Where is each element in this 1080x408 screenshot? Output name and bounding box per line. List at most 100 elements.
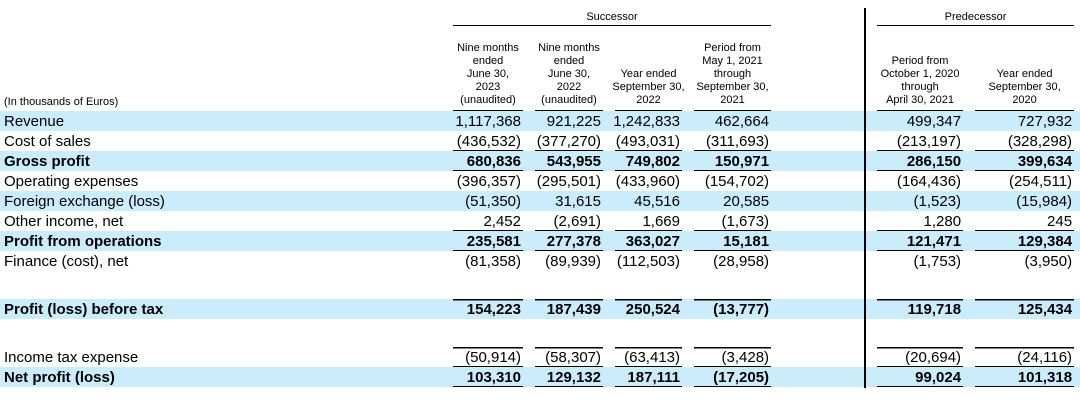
column-gap (777, 231, 872, 251)
cell-value: (493,031) (609, 131, 688, 151)
cell-value: 45,516 (609, 191, 688, 211)
table-row: Cost of sales (436,532) (377,270) (493,031)… (0, 131, 1080, 151)
cell-value: (1,673) (688, 211, 778, 231)
table-row: Other income, net 2,452 (2,691) 1,669 (1,673… (0, 211, 1080, 231)
cell-value: (311,693) (688, 131, 778, 151)
cell-value: 680,836 (447, 151, 529, 171)
table-row: Profit (loss) before tax 154,223 187,439 25… (0, 299, 1080, 319)
cell-value: 245 (969, 211, 1080, 231)
column-gap (777, 0, 871, 26)
row-label: Net profit (loss) (0, 367, 447, 387)
column-gap (777, 347, 871, 367)
spacer-row (0, 319, 1080, 347)
cell-value: (81,358) (465, 252, 521, 270)
cell-value: (1,523) (871, 191, 970, 211)
cell-value: 399,634 (969, 151, 1080, 171)
row-label: Revenue (0, 111, 447, 131)
row-label: Cost of sales (4, 132, 91, 150)
column-header: Nine months ended June 30, 2023 (unaudit… (447, 26, 529, 111)
cell-value: (63,413) (609, 347, 688, 367)
cell-value: (3,428) (688, 347, 777, 367)
column-gap (777, 211, 871, 231)
table-row: Finance (cost), net (81,358) (89,939) (112,… (0, 251, 1080, 271)
cell-value: 2,452 (447, 211, 529, 231)
cell-value: 727,932 (969, 111, 1080, 131)
units-label: (In thousands of Euros) (4, 96, 119, 108)
table-row: Operating expenses (396,357) (295,501) (433… (0, 171, 1080, 191)
column-gap (777, 151, 872, 171)
cell-value: (2,691) (529, 211, 609, 231)
column-gap (777, 26, 871, 111)
row-label: Gross profit (0, 151, 447, 171)
table-row: Income tax expense (50,914) (58,307) (63,41… (0, 347, 1080, 367)
table-row: Gross profit 680,836 543,955 749,802 150,971… (0, 151, 1080, 171)
cell-value: (13,777) (688, 299, 778, 319)
cell-value: (213,197) (871, 131, 970, 151)
cell-value: (433,960) (615, 172, 680, 190)
column-gap (777, 111, 872, 131)
cell-value: (254,511) (1008, 172, 1073, 190)
column-header: Period from May 1, 2021 through Septembe… (688, 26, 778, 111)
column-header: Period from October 1, 2020 through Apri… (871, 26, 970, 111)
cell-value: 235,581 (447, 231, 529, 251)
cell-value: (17,205) (688, 367, 778, 387)
row-label: Finance (cost), net (4, 252, 129, 270)
cell-value: (89,939) (545, 252, 601, 270)
column-gap (777, 131, 871, 151)
cell-value: 1,117,368 (447, 111, 529, 131)
table-row: Net profit (loss) 103,310 129,132 187,111 (1… (0, 367, 1080, 387)
cell-value: 129,132 (529, 367, 609, 387)
column-gap (777, 299, 872, 319)
cell-value: 1,280 (871, 211, 970, 231)
column-gap (777, 191, 872, 211)
cell-value: (28,958) (713, 252, 770, 270)
financial-table: Successor Predecessor (In thousands of E… (0, 0, 1080, 387)
cell-value: 363,027 (609, 231, 688, 251)
cell-value: 101,318 (969, 367, 1080, 387)
cell-value: 749,802 (609, 151, 688, 171)
group-header-row: Successor Predecessor (0, 0, 1080, 26)
column-header-row: (In thousands of Euros) Nine months ende… (0, 26, 1080, 111)
cell-value: 543,955 (529, 151, 609, 171)
successor-predecessor-divider (864, 8, 866, 388)
table-row: Revenue 1,117,368 921,225 1,242,833 462,664 4… (0, 111, 1080, 131)
cell-value: (58,307) (529, 347, 609, 367)
spacer-cell (0, 319, 1080, 347)
row-label: Profit (loss) before tax (0, 299, 447, 319)
cell-value: 921,225 (529, 111, 609, 131)
group-header-spacer (0, 0, 447, 26)
cell-value: (396,357) (456, 172, 521, 190)
row-label: Foreign exchange (loss) (0, 191, 447, 211)
cell-value: 499,347 (871, 111, 970, 131)
group-header-successor: Successor (447, 0, 778, 26)
cell-value: 1,669 (609, 211, 688, 231)
group-header-predecessor: Predecessor (871, 0, 1080, 26)
cell-value: 119,718 (871, 299, 970, 319)
column-header: Nine months ended June 30, 2022 (unaudit… (529, 26, 609, 111)
cell-value: (15,984) (969, 191, 1080, 211)
cell-value: 31,615 (529, 191, 609, 211)
cell-value: (295,501) (536, 172, 601, 190)
column-gap (777, 171, 871, 191)
cell-value: 187,439 (529, 299, 609, 319)
cell-value: 125,434 (969, 299, 1080, 319)
row-label: Profit from operations (0, 231, 447, 251)
cell-value: 121,471 (871, 231, 970, 251)
cell-value: (50,914) (447, 347, 529, 367)
row-label: Income tax expense (4, 348, 139, 366)
cell-value: 154,223 (447, 299, 529, 319)
cell-value: (377,270) (529, 131, 609, 151)
cell-value: 462,664 (688, 111, 778, 131)
cell-value: (328,298) (969, 131, 1080, 151)
spacer-cell (0, 271, 1080, 299)
cell-value: 277,378 (529, 231, 609, 251)
column-gap (777, 367, 872, 387)
column-gap (777, 251, 871, 271)
cell-value: 286,150 (871, 151, 970, 171)
cell-value: (20,694) (871, 347, 969, 367)
table-row: Profit from operations 235,581 277,378 363,… (0, 231, 1080, 251)
cell-value: 20,585 (688, 191, 778, 211)
cell-value: (112,503) (616, 252, 680, 270)
cell-value: 129,384 (969, 231, 1080, 251)
